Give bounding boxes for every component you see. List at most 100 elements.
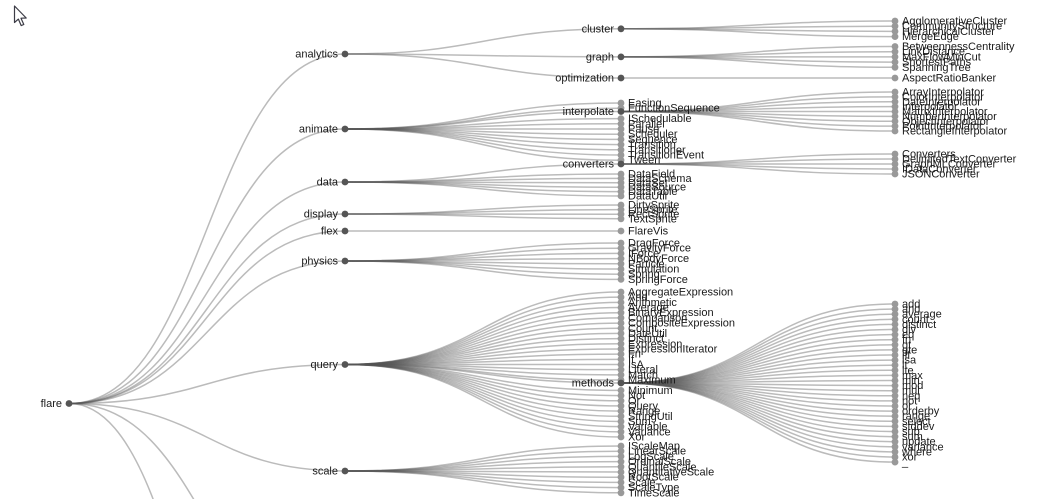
tree-node-pointinterpolator[interactable] <box>891 122 899 130</box>
tree-node-select[interactable] <box>891 417 899 425</box>
tree-node-iforce[interactable] <box>617 250 625 257</box>
tree-node-variable[interactable] <box>617 423 625 431</box>
tree-node-graphmlconverter[interactable] <box>891 160 899 168</box>
tree-node-iff[interactable] <box>891 351 899 359</box>
tree-node-optimization[interactable] <box>617 74 625 82</box>
tree-node-flarevis[interactable] <box>617 227 625 235</box>
tree-node-pause[interactable] <box>617 125 625 133</box>
tree-node-physics[interactable] <box>341 257 349 265</box>
tree-node-betweennesscentrality[interactable] <box>891 43 899 50</box>
tree-node-distinct[interactable] <box>617 335 625 343</box>
tree-node-dateutil[interactable] <box>617 330 625 337</box>
tree-node-flex[interactable] <box>341 227 349 235</box>
tree-node-update[interactable] <box>891 438 899 446</box>
tree-node-distinct[interactable] <box>891 321 899 328</box>
tree-node-query[interactable] <box>341 361 349 368</box>
tree-node-data[interactable] <box>341 178 349 186</box>
tree-node-variance[interactable] <box>617 428 625 436</box>
tree-node-parallel[interactable] <box>617 120 625 128</box>
tree-node-converters[interactable] <box>891 150 899 158</box>
tree-node-interpolate[interactable] <box>617 108 625 115</box>
tree-node-timescale[interactable] <box>617 489 625 497</box>
tree-node-transitioner[interactable] <box>617 146 625 154</box>
tree-node-matrixinterpolator[interactable] <box>891 108 899 115</box>
tree-node-interpolator[interactable] <box>891 103 899 111</box>
tree-node-comparison[interactable] <box>617 314 625 322</box>
tree-node-gte[interactable] <box>891 346 899 354</box>
tree-node-quantitativescale[interactable] <box>617 468 625 476</box>
tree-node-particle[interactable] <box>617 260 625 268</box>
tree-node-count[interactable] <box>617 324 625 332</box>
tree-node-colorinterpolator[interactable] <box>891 93 899 101</box>
tree-node-xor[interactable] <box>891 453 899 461</box>
tree-node-ordinalscale[interactable] <box>617 458 625 465</box>
tree-node-match[interactable] <box>617 371 625 379</box>
tree-node-animate[interactable] <box>341 125 349 133</box>
tree-node-datautil[interactable] <box>617 192 625 200</box>
tree-node-sub[interactable] <box>891 428 899 435</box>
tree-node-easing[interactable] <box>617 99 625 107</box>
tree-node-quantilescale[interactable] <box>617 463 625 471</box>
tree-node-if[interactable] <box>617 355 625 363</box>
tree-node-aggregateexpression[interactable] <box>617 288 625 296</box>
tree-node-isa[interactable] <box>891 356 899 364</box>
tree-node-linearscale[interactable] <box>617 447 625 455</box>
tree-node-dateinterpolator[interactable] <box>891 98 899 106</box>
tree-node-eq[interactable] <box>891 331 899 338</box>
tree-node-mergeedge[interactable] <box>891 33 899 40</box>
tree-node-scheduler[interactable] <box>617 130 625 138</box>
tree-node-orderby[interactable] <box>891 407 899 415</box>
tree-node-gravityforce[interactable] <box>617 244 625 252</box>
tree-node-div[interactable] <box>891 326 899 333</box>
tree-node-shortestpaths[interactable] <box>891 58 899 66</box>
tree-node-and[interactable] <box>617 293 625 301</box>
tree-node-methods[interactable] <box>617 379 625 387</box>
tree-node-lt[interactable] <box>891 361 899 369</box>
tree-node-or[interactable] <box>891 402 899 410</box>
tree-node-graph[interactable] <box>617 53 625 61</box>
tree-node-spanningtree[interactable] <box>891 63 899 71</box>
tree-node-lte[interactable] <box>891 366 899 374</box>
tree-node-literal[interactable] <box>617 366 625 374</box>
tree-node-fn[interactable] <box>891 336 899 344</box>
tree-node-sum[interactable] <box>617 418 625 425</box>
tree-node-range[interactable] <box>891 412 899 420</box>
tree-node-range[interactable] <box>617 407 625 415</box>
tree-node-transitionevent[interactable] <box>617 151 625 159</box>
tree-node-gt[interactable] <box>891 341 899 349</box>
tree-node-scale[interactable] <box>617 479 625 486</box>
tree-node-scaletype[interactable] <box>617 484 625 491</box>
tree-node-neq[interactable] <box>891 392 899 400</box>
tree-node-scale[interactable] <box>341 467 349 475</box>
tree-node-minimum[interactable] <box>617 386 625 394</box>
tree-node-where[interactable] <box>891 448 899 456</box>
tree-node-average[interactable] <box>891 310 899 318</box>
tree-node-cluster[interactable] <box>617 25 625 33</box>
tree-node-min[interactable] <box>891 377 899 384</box>
tree-node-expressioniterator[interactable] <box>617 345 625 353</box>
tree-node--[interactable] <box>891 458 899 466</box>
tree-node-flare[interactable] <box>65 400 73 407</box>
tree-node-mul[interactable] <box>891 387 899 395</box>
tree-node-idataconverter[interactable] <box>891 165 899 173</box>
tree-node-expression[interactable] <box>617 340 625 348</box>
tree-node-not[interactable] <box>617 392 625 399</box>
tree-node-count[interactable] <box>891 315 899 323</box>
tree-node-ischedulable[interactable] <box>617 115 625 122</box>
tree-node-logscale[interactable] <box>617 453 625 460</box>
tree-node-analytics[interactable] <box>341 50 349 58</box>
tree-node-springforce[interactable] <box>617 276 625 283</box>
tree-node-average[interactable] <box>617 304 625 311</box>
tree-node-compositeexpression[interactable] <box>617 319 625 327</box>
tree-node-communitystructure[interactable] <box>891 22 899 30</box>
tree-node-linkdistance[interactable] <box>891 48 899 56</box>
tree-node-fn[interactable] <box>617 350 625 358</box>
tree-node-spring[interactable] <box>617 270 625 278</box>
tree-node-arrayinterpolator[interactable] <box>891 88 899 96</box>
tree-node-or[interactable] <box>617 397 625 405</box>
tree-node-sum[interactable] <box>891 433 899 440</box>
tree-node-jsonconverter[interactable] <box>891 170 899 178</box>
tree-node-add[interactable] <box>891 300 899 308</box>
tree-node-aspectratiobanker[interactable] <box>891 74 899 82</box>
tree-node-xor[interactable] <box>617 433 625 441</box>
